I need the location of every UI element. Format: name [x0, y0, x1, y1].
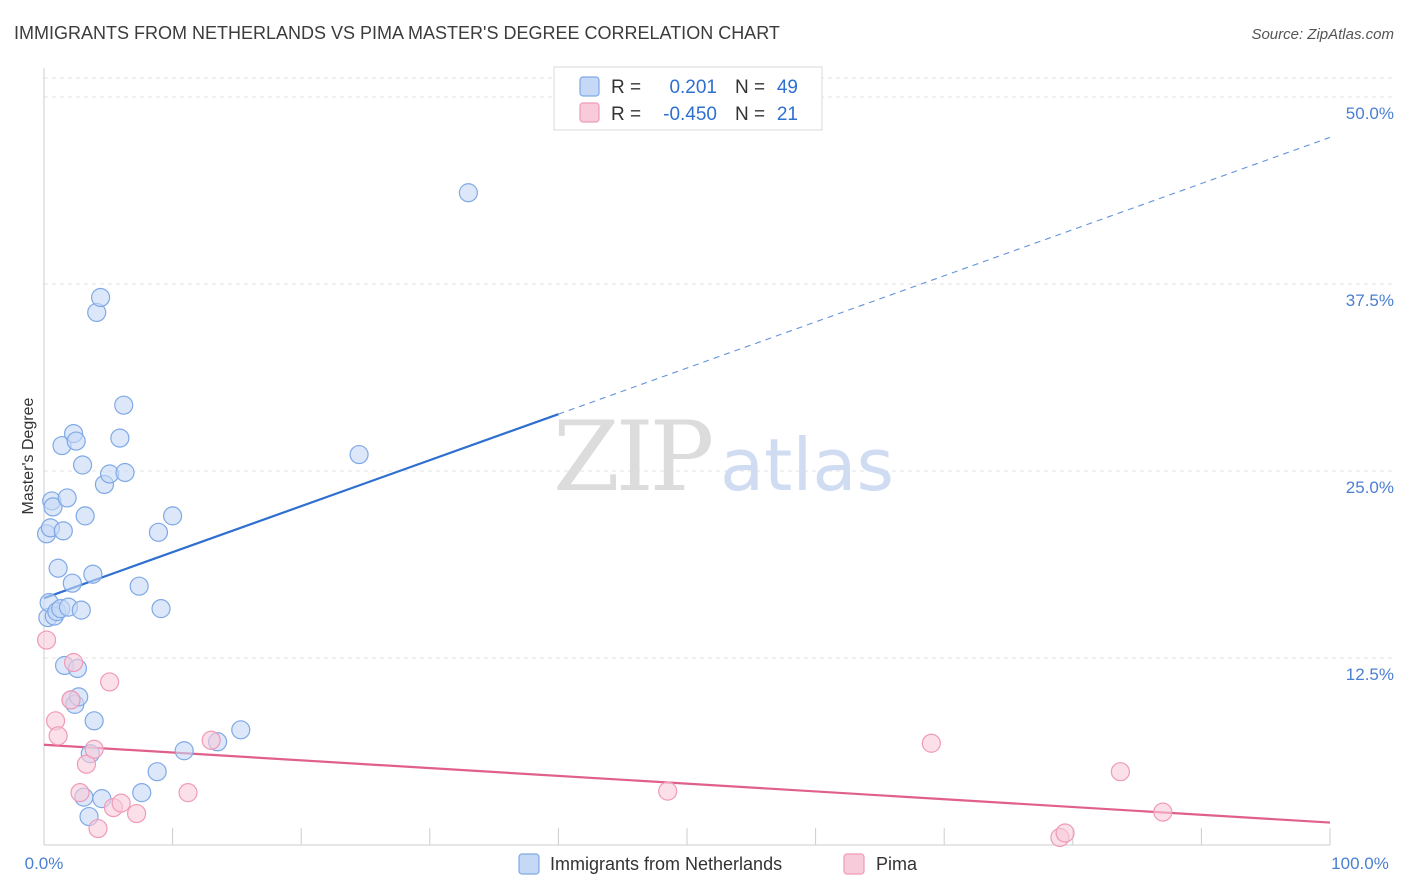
point-netherlands-41 — [148, 522, 169, 542]
point-netherlands-5 — [43, 497, 63, 517]
point-netherlands-36 — [114, 395, 134, 415]
point-netherlands-42 — [151, 599, 171, 619]
chart-title: IMMIGRANTS FROM NETHERLANDS VS PIMA MAST… — [14, 23, 780, 43]
point-netherlands-46 — [231, 720, 251, 740]
point-netherlands-38 — [129, 576, 149, 596]
y-tick-label-1: 25.0% — [1346, 478, 1394, 497]
y-tick-label-0: 12.5% — [1346, 665, 1394, 684]
point-netherlands-25 — [75, 506, 95, 526]
trend-line-pima — [43, 743, 1331, 824]
trend-line-netherlands-extension — [558, 136, 1331, 415]
point-netherlands-44 — [174, 741, 194, 761]
point-pima-3 — [61, 690, 81, 710]
point-netherlands-37 — [115, 462, 135, 483]
legend-swatch-netherlands — [579, 76, 600, 97]
point-pima-9 — [99, 672, 120, 692]
legend-n-value-netherlands: 49 — [777, 77, 798, 98]
data-points — [36, 183, 1173, 848]
watermark-zip: ZIP — [553, 401, 712, 513]
bottom-legend: Immigrants from Netherlands Pima — [518, 853, 918, 875]
legend-r-value-pima: -0.450 — [663, 104, 717, 125]
point-pima-2 — [48, 726, 68, 746]
point-netherlands-13 — [57, 488, 77, 508]
point-netherlands-39 — [132, 783, 152, 803]
x-tick-label-min: 0.0% — [25, 854, 64, 873]
point-netherlands-35 — [110, 428, 130, 448]
trend-lines — [43, 136, 1331, 824]
chart-source: Source: ZipAtlas.com — [1251, 26, 1394, 43]
point-netherlands-47 — [349, 444, 369, 465]
point-pima-7 — [84, 739, 104, 759]
point-netherlands-22 — [71, 600, 91, 620]
point-netherlands-16 — [62, 573, 82, 593]
point-netherlands-11 — [53, 521, 73, 541]
point-netherlands-29 — [84, 711, 104, 731]
legend-r-label-netherlands: R = — [611, 77, 641, 98]
point-netherlands-48 — [458, 183, 478, 203]
legend: R = 0.201 N = 49 R = -0.450 N = 21 — [553, 66, 823, 131]
y-tick-label-3: 50.0% — [1346, 104, 1394, 123]
point-netherlands-31 — [90, 287, 111, 308]
point-pima-20 — [1153, 802, 1173, 822]
point-pima-0 — [36, 630, 57, 650]
bottom-legend-swatch-pima — [843, 853, 865, 875]
point-netherlands-19 — [66, 431, 86, 451]
point-pima-11 — [111, 793, 131, 813]
y-axis-label: Master's Degree — [20, 397, 37, 514]
point-netherlands-23 — [72, 455, 93, 475]
legend-n-value-pima: 21 — [777, 104, 798, 125]
trend-line-netherlands — [43, 413, 559, 600]
y-tick-labels: 12.5% 25.0% 37.5% 50.0% — [1346, 104, 1394, 684]
point-netherlands-40 — [147, 762, 167, 782]
point-pima-18 — [1055, 823, 1075, 843]
bottom-legend-swatch-netherlands — [518, 853, 540, 875]
point-pima-19 — [1110, 762, 1130, 782]
point-pima-8 — [88, 818, 108, 839]
y-tick-label-2: 37.5% — [1346, 291, 1394, 310]
point-pima-4 — [63, 652, 84, 673]
bottom-legend-label-pima: Pima — [876, 854, 918, 874]
point-pima-13 — [178, 783, 198, 803]
point-pima-6 — [76, 754, 97, 774]
point-pima-5 — [70, 783, 90, 803]
point-pima-16 — [921, 733, 941, 753]
legend-swatch-pima — [579, 102, 600, 123]
point-pima-14 — [201, 730, 221, 750]
legend-n-label-netherlands: N = — [735, 77, 765, 98]
point-netherlands-43 — [163, 506, 183, 526]
legend-r-value-netherlands: 0.201 — [669, 77, 717, 98]
legend-n-label-pima: N = — [735, 104, 765, 125]
point-netherlands-28 — [83, 564, 103, 584]
x-tick-label-max: 100.0% — [1331, 854, 1389, 873]
legend-r-label-pima: R = — [611, 104, 641, 125]
point-netherlands-8 — [48, 558, 68, 578]
watermark-atlas: atlas — [720, 423, 894, 507]
watermark: ZIP atlas — [553, 401, 894, 513]
point-pima-12 — [126, 803, 147, 824]
gridlines — [44, 77, 1394, 659]
bottom-legend-label-netherlands: Immigrants from Netherlands — [550, 854, 782, 874]
point-pima-15 — [658, 781, 678, 801]
